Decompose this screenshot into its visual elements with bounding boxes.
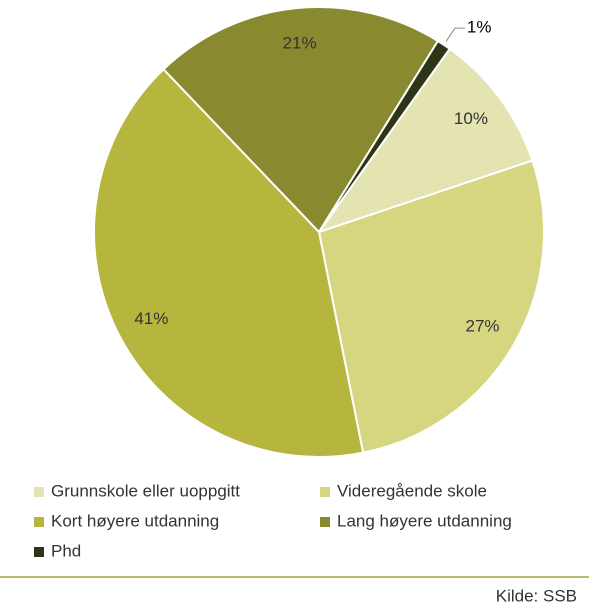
data-label: 41% [134, 309, 168, 328]
source: Kilde: SSB [496, 586, 577, 605]
pie-slice [316, 47, 534, 234]
legend-label: Lang høyere utdanning [337, 511, 512, 530]
leader-line [445, 27, 465, 42]
legend-label: Phd [51, 541, 81, 560]
data-label: 1% [467, 18, 492, 37]
pie-slice [317, 159, 545, 454]
legend-swatch [320, 487, 330, 497]
legend-label: Grunnskole eller uoppgitt [51, 481, 240, 500]
data-label: 27% [465, 316, 499, 335]
legend-swatch [34, 547, 44, 557]
legend-swatch [34, 517, 44, 527]
data-label: 21% [283, 33, 317, 52]
pie-slice [318, 39, 452, 233]
pie-slice [162, 6, 440, 234]
legend-swatch [320, 517, 330, 527]
data-label: 10% [454, 109, 488, 128]
legend-label: Videregående skole [337, 481, 487, 500]
legend-swatch [34, 487, 44, 497]
pie-slice [93, 67, 365, 458]
legend-label: Kort høyere utdanning [51, 511, 219, 530]
